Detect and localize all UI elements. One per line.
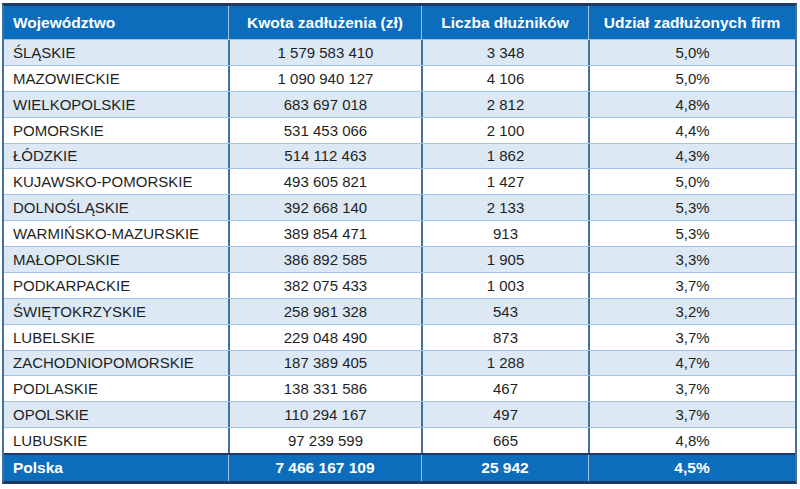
- voivodeship-name: ŚLĄSKIE: [4, 40, 228, 65]
- column-header-voivodeship: Województwo: [4, 6, 228, 39]
- voivodeship-name: LUBELSKIE: [4, 325, 228, 350]
- debtor-count-value: 1 905: [421, 247, 588, 272]
- debt-amount-value: 531 453 066: [228, 118, 421, 143]
- debt-by-voivodeship-table: Województwo Kwota zadłużenia (zł) Liczba…: [2, 3, 797, 484]
- debtor-count-value: 1 288: [421, 351, 588, 376]
- table-row: OPOLSKIE110 294 1674973,7%: [4, 401, 795, 427]
- debt-amount-value: 110 294 167: [228, 402, 421, 427]
- voivodeship-name: LUBUSKIE: [4, 428, 228, 453]
- debtor-count-value: 3 348: [421, 40, 588, 65]
- debtor-count-value: 543: [421, 299, 588, 324]
- total-debt-amount: 7 466 167 109: [228, 455, 421, 481]
- debt-table-screenshot: Województwo Kwota zadłużenia (zł) Liczba…: [0, 0, 800, 489]
- debt-amount-value: 138 331 586: [228, 376, 421, 401]
- table-row: PODLASKIE138 331 5864673,7%: [4, 375, 795, 401]
- debt-amount-value: 514 112 463: [228, 144, 421, 169]
- table-header-row: Województwo Kwota zadłużenia (zł) Liczba…: [4, 6, 795, 39]
- voivodeship-name: OPOLSKIE: [4, 402, 228, 427]
- indebted-share-value: 4,4%: [588, 118, 795, 143]
- voivodeship-name: DOLNOŚLĄSKIE: [4, 195, 228, 220]
- debt-amount-value: 187 389 405: [228, 351, 421, 376]
- debtor-count-value: 665: [421, 428, 588, 453]
- voivodeship-name: PODLASKIE: [4, 376, 228, 401]
- table-row: POMORSKIE531 453 0662 1004,4%: [4, 117, 795, 143]
- debtor-count-value: 497: [421, 402, 588, 427]
- debtor-count-value: 4 106: [421, 66, 588, 91]
- indebted-share-value: 5,3%: [588, 195, 795, 220]
- indebted-share-value: 5,0%: [588, 66, 795, 91]
- indebted-share-value: 5,3%: [588, 221, 795, 246]
- voivodeship-name: PODKARPACKIE: [4, 273, 228, 298]
- indebted-share-value: 4,7%: [588, 351, 795, 376]
- debtor-count-value: 2 812: [421, 92, 588, 117]
- debtor-count-value: 913: [421, 221, 588, 246]
- voivodeship-name: ŁÓDZKIE: [4, 144, 228, 169]
- debtor-count-value: 1 427: [421, 169, 588, 194]
- table-row: KUJAWSKO-POMORSKIE493 605 8211 4275,0%: [4, 168, 795, 194]
- debt-amount-value: 382 075 433: [228, 273, 421, 298]
- debt-amount-value: 258 981 328: [228, 299, 421, 324]
- debt-amount-value: 97 239 599: [228, 428, 421, 453]
- column-header-indebted-share: Udział zadłużonych firm: [588, 6, 795, 39]
- debt-amount-value: 229 048 490: [228, 325, 421, 350]
- indebted-share-value: 4,3%: [588, 144, 795, 169]
- indebted-share-value: 3,2%: [588, 299, 795, 324]
- debtor-count-value: 2 133: [421, 195, 588, 220]
- column-header-debtor-count: Liczba dłużników: [421, 6, 588, 39]
- indebted-share-value: 5,0%: [588, 169, 795, 194]
- debt-amount-value: 389 854 471: [228, 221, 421, 246]
- voivodeship-name: ŚWIĘTOKRZYSKIE: [4, 299, 228, 324]
- debt-amount-value: 493 605 821: [228, 169, 421, 194]
- table-row: MAŁOPOLSKIE386 892 5851 9053,3%: [4, 246, 795, 272]
- voivodeship-name: ZACHODNIOPOMORSKIE: [4, 351, 228, 376]
- debt-amount-value: 1 090 940 127: [228, 66, 421, 91]
- indebted-share-value: 3,7%: [588, 402, 795, 427]
- indebted-share-value: 5,0%: [588, 40, 795, 65]
- indebted-share-value: 4,8%: [588, 92, 795, 117]
- voivodeship-name: MAZOWIECKIE: [4, 66, 228, 91]
- table-row: ŁÓDZKIE514 112 4631 8624,3%: [4, 143, 795, 169]
- debt-amount-value: 392 668 140: [228, 195, 421, 220]
- table-total-row: Polska 7 466 167 109 25 942 4,5%: [4, 453, 795, 481]
- voivodeship-name: MAŁOPOLSKIE: [4, 247, 228, 272]
- table-row: DOLNOŚLĄSKIE392 668 1402 1335,3%: [4, 194, 795, 220]
- total-debtor-count: 25 942: [421, 455, 588, 481]
- debt-amount-value: 1 579 583 410: [228, 40, 421, 65]
- table-row: LUBELSKIE229 048 4908733,7%: [4, 324, 795, 350]
- column-header-debt-amount: Kwota zadłużenia (zł): [228, 6, 421, 39]
- table-row: WARMIŃSKO-MAZURSKIE389 854 4719135,3%: [4, 220, 795, 246]
- total-indebted-share: 4,5%: [588, 455, 795, 481]
- indebted-share-value: 4,8%: [588, 428, 795, 453]
- debtor-count-value: 1 003: [421, 273, 588, 298]
- table-row: ŚWIĘTOKRZYSKIE258 981 3285433,2%: [4, 298, 795, 324]
- debtor-count-value: 2 100: [421, 118, 588, 143]
- table-row: LUBUSKIE97 239 5996654,8%: [4, 427, 795, 453]
- voivodeship-name: WARMIŃSKO-MAZURSKIE: [4, 221, 228, 246]
- debt-amount-value: 386 892 585: [228, 247, 421, 272]
- debtor-count-value: 1 862: [421, 144, 588, 169]
- voivodeship-name: WIELKOPOLSKIE: [4, 92, 228, 117]
- indebted-share-value: 3,3%: [588, 247, 795, 272]
- table-row: ZACHODNIOPOMORSKIE187 389 4051 2884,7%: [4, 350, 795, 376]
- total-row-label: Polska: [4, 455, 228, 481]
- table-body: ŚLĄSKIE1 579 583 4103 3485,0%MAZOWIECKIE…: [4, 39, 795, 453]
- debtor-count-value: 873: [421, 325, 588, 350]
- indebted-share-value: 3,7%: [588, 376, 795, 401]
- table-row: PODKARPACKIE382 075 4331 0033,7%: [4, 272, 795, 298]
- debt-amount-value: 683 697 018: [228, 92, 421, 117]
- table-row: MAZOWIECKIE1 090 940 1274 1065,0%: [4, 65, 795, 91]
- table-row: ŚLĄSKIE1 579 583 4103 3485,0%: [4, 39, 795, 65]
- indebted-share-value: 3,7%: [588, 273, 795, 298]
- voivodeship-name: POMORSKIE: [4, 118, 228, 143]
- table-row: WIELKOPOLSKIE683 697 0182 8124,8%: [4, 91, 795, 117]
- debtor-count-value: 467: [421, 376, 588, 401]
- indebted-share-value: 3,7%: [588, 325, 795, 350]
- voivodeship-name: KUJAWSKO-POMORSKIE: [4, 169, 228, 194]
